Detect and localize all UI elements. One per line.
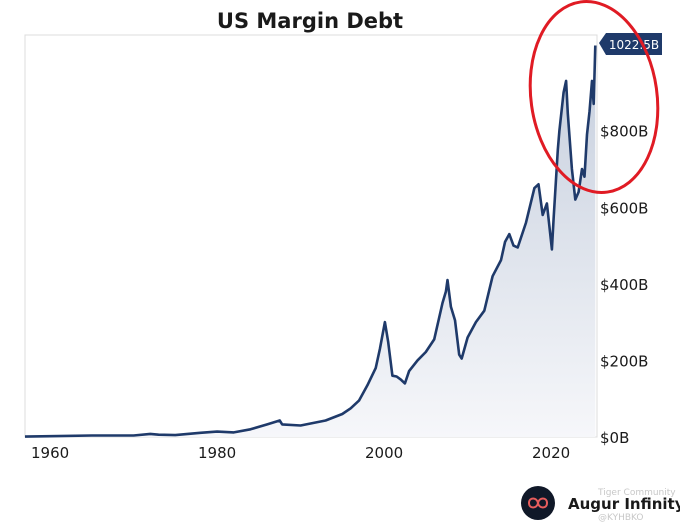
y-tick-label: $600B (600, 199, 648, 217)
area-fill-layer (25, 45, 596, 437)
y-tick-label: $800B (600, 123, 648, 141)
watermark-line2: @KYHBKO (598, 513, 644, 523)
x-tick-label: 1980 (198, 444, 236, 462)
series-line-layer (24, 45, 597, 438)
y-tick-label: $0B (600, 429, 629, 447)
series-line (24, 45, 597, 438)
last-value-label: 1022.5B (609, 38, 659, 52)
x-axis-ticks: 1960 1980 2000 2020 (31, 444, 570, 462)
infinity-icon-glyph (527, 497, 549, 509)
y-axis-ticks: $0B $200B $400B $600B $800B (600, 123, 648, 447)
brand-name: Augur Infinity (568, 495, 680, 513)
x-tick-label: 2000 (365, 444, 403, 462)
chart-title: US Margin Debt (217, 9, 403, 33)
y-tick-label: $400B (600, 276, 648, 294)
watermark-line1: Tiger Community (597, 488, 676, 498)
last-value-badge: 1022.5B (599, 33, 662, 55)
y-tick-label: $200B (600, 352, 648, 370)
highlight-ellipse (528, 0, 660, 194)
x-tick-label: 2020 (532, 444, 570, 462)
x-tick-label: 1960 (31, 444, 69, 462)
series-area-fill (25, 45, 596, 437)
brand-logo (521, 486, 555, 520)
